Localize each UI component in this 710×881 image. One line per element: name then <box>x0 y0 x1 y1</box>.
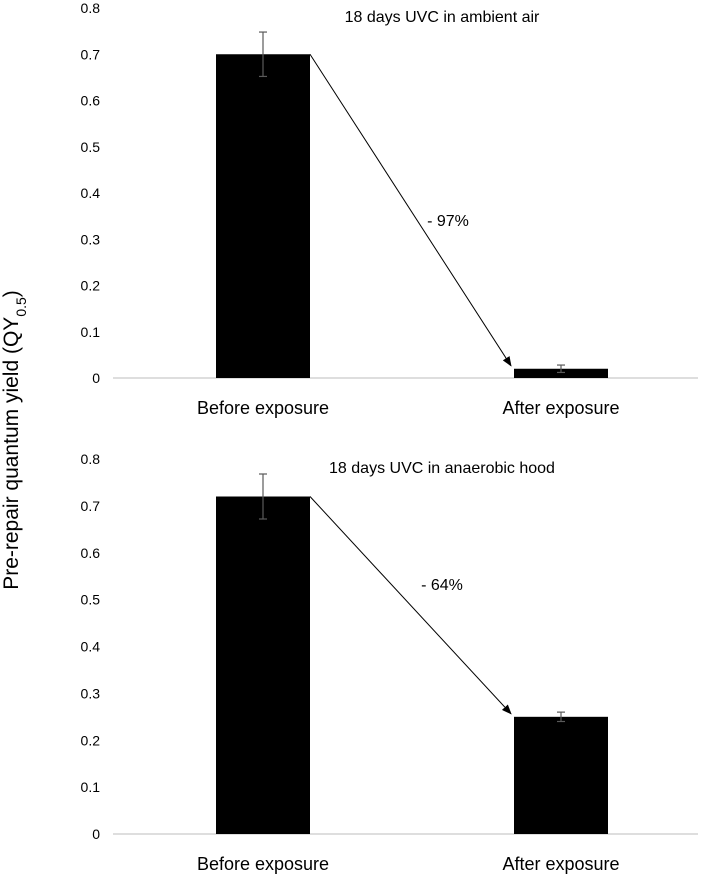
y-tick-label: 0.6 <box>81 545 101 561</box>
error-bar <box>259 473 267 520</box>
change-arrow <box>309 496 512 715</box>
chart-title: 18 days UVC in anaerobic hood <box>329 460 555 477</box>
y-axis-label-subscript: 0.5 <box>13 297 29 317</box>
change-arrow <box>309 53 512 367</box>
y-axis-label-close: ) <box>0 290 23 297</box>
chart-panel-ambient-air: 0 0.1 0.2 0.3 0.4 0.5 0.6 0.7 0.8 Before exposure… <box>81 0 698 418</box>
y-tick-label: 0.5 <box>81 592 101 608</box>
chart-panel-anaerobic-hood: 0 0.1 0.2 0.3 0.4 0.5 0.6 0.7 0.8 Before exposure… <box>81 451 698 874</box>
y-tick-label: 0.8 <box>81 451 101 467</box>
x-category-label: After exposure <box>502 398 619 418</box>
y-axis-label: Pre-repair quantum yield (QY0.5) <box>0 290 29 590</box>
y-tick-label: 0.4 <box>81 639 101 655</box>
y-tick-label: 0.2 <box>81 732 101 748</box>
y-tick-label: 0.2 <box>81 278 101 294</box>
y-tick-label: 0.1 <box>81 779 101 795</box>
bar <box>216 496 310 834</box>
error-bar <box>557 711 565 723</box>
y-axis-label-main: Pre-repair quantum yield (QY <box>0 317 23 590</box>
bar <box>514 368 608 378</box>
y-tick-label: 0 <box>92 370 100 386</box>
y-tick-label: 0 <box>92 826 100 842</box>
y-tick-label: 0.6 <box>81 93 101 109</box>
y-tick-label: 0.3 <box>81 231 101 247</box>
error-bar <box>259 31 267 78</box>
bar <box>216 54 310 378</box>
y-tick-label: 0.7 <box>81 46 101 62</box>
x-category-label: Before exposure <box>197 854 329 874</box>
x-category-label: Before exposure <box>197 398 329 418</box>
percent-change-label: - 64% <box>421 577 463 594</box>
bar <box>514 716 608 834</box>
y-tick-label: 0.4 <box>81 185 101 201</box>
percent-change-label: - 97% <box>427 213 469 230</box>
y-tick-label: 0.1 <box>81 324 101 340</box>
error-bar <box>557 364 565 374</box>
y-tick-label: 0.7 <box>81 498 101 514</box>
x-category-label: After exposure <box>502 854 619 874</box>
y-tick-label: 0.5 <box>81 139 101 155</box>
chart-title: 18 days UVC in ambient air <box>345 9 540 26</box>
y-tick-label: 0.8 <box>81 0 101 16</box>
y-tick-label: 0.3 <box>81 685 101 701</box>
